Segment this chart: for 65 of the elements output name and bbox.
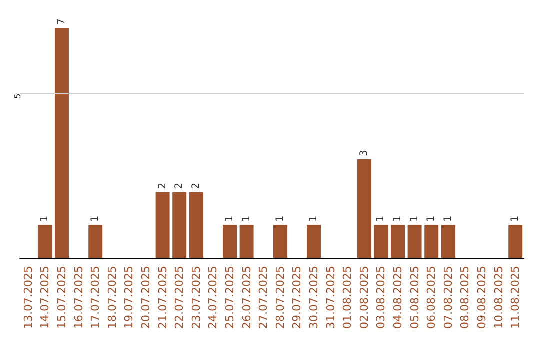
x-tick-label: 18.07.2025 xyxy=(106,266,119,330)
x-tick-label: 31.07.2025 xyxy=(324,266,338,330)
bar xyxy=(38,225,52,258)
bar xyxy=(223,225,237,258)
x-tick-label: 11.08.2025 xyxy=(509,266,522,330)
data-label: 1 xyxy=(392,216,404,222)
x-tick-label: 21.07.2025 xyxy=(156,266,170,330)
bar xyxy=(307,225,321,258)
data-label: 1 xyxy=(308,216,320,222)
bar xyxy=(374,225,388,258)
x-tick-label: 20.07.2025 xyxy=(140,266,152,330)
bar xyxy=(189,192,204,258)
x-tick-label: 10.08.2025 xyxy=(492,266,506,330)
data-label: 2 xyxy=(190,182,202,190)
data-label: 7 xyxy=(56,18,68,25)
bar xyxy=(391,225,405,258)
bar xyxy=(88,225,103,258)
data-label: 1 xyxy=(409,216,420,222)
x-tick-label: 19.07.2025 xyxy=(122,266,136,330)
x-tick-label: 25.07.2025 xyxy=(224,266,236,330)
bar xyxy=(156,192,170,258)
x-tick-label: 16.07.2025 xyxy=(72,266,86,330)
bar xyxy=(357,159,372,258)
x-tick-label: 06.08.2025 xyxy=(425,266,438,330)
x-tick-label: 07.08.2025 xyxy=(442,266,455,330)
bar xyxy=(424,225,439,258)
data-label: 1 xyxy=(442,216,454,222)
bar xyxy=(55,28,69,258)
x-tick-label: 03.08.2025 xyxy=(374,266,388,330)
x-tick-label: 14.07.2025 xyxy=(38,266,52,330)
data-label: 2 xyxy=(157,182,168,190)
x-tick-label: 05.08.2025 xyxy=(408,266,422,330)
bar xyxy=(441,225,456,258)
bar xyxy=(508,225,523,258)
x-tick-label: 04.08.2025 xyxy=(392,266,404,330)
x-tick-label: 17.07.2025 xyxy=(89,266,102,330)
data-label: 1 xyxy=(510,216,522,222)
data-label: 2 xyxy=(174,182,186,190)
bar xyxy=(408,225,422,258)
x-tick-label: 01.08.2025 xyxy=(341,266,354,330)
data-label: 1 xyxy=(90,216,102,222)
x-tick-label: 27.07.2025 xyxy=(257,266,270,330)
x-tick-label: 26.07.2025 xyxy=(240,266,254,330)
x-tick-label: 29.07.2025 xyxy=(290,266,304,330)
data-label: 1 xyxy=(376,216,387,222)
x-tick-label: 23.07.2025 xyxy=(190,266,203,330)
bar xyxy=(240,225,254,258)
bar xyxy=(273,225,288,258)
x-tick-label: 02.08.2025 xyxy=(358,266,371,330)
x-tick-label: 08.08.2025 xyxy=(458,266,472,330)
ref-line-label: 5 xyxy=(14,94,22,99)
x-tick-label: 13.07.2025 xyxy=(22,266,35,330)
data-label: 1 xyxy=(274,216,286,222)
data-label: 1 xyxy=(40,216,51,222)
x-tick-label: 22.07.2025 xyxy=(173,266,186,330)
x-tick-label: 30.07.2025 xyxy=(308,266,320,330)
data-label: 1 xyxy=(241,216,252,222)
data-label: 1 xyxy=(426,216,438,222)
data-label: 1 xyxy=(224,216,236,222)
x-tick-label: 09.08.2025 xyxy=(476,266,488,330)
x-tick-label: 28.07.2025 xyxy=(274,266,287,330)
x-tick-label: 15.07.2025 xyxy=(56,266,68,330)
bar xyxy=(172,192,187,258)
data-label: 3 xyxy=(358,150,370,156)
x-tick-label: 24.07.2025 xyxy=(206,266,220,330)
